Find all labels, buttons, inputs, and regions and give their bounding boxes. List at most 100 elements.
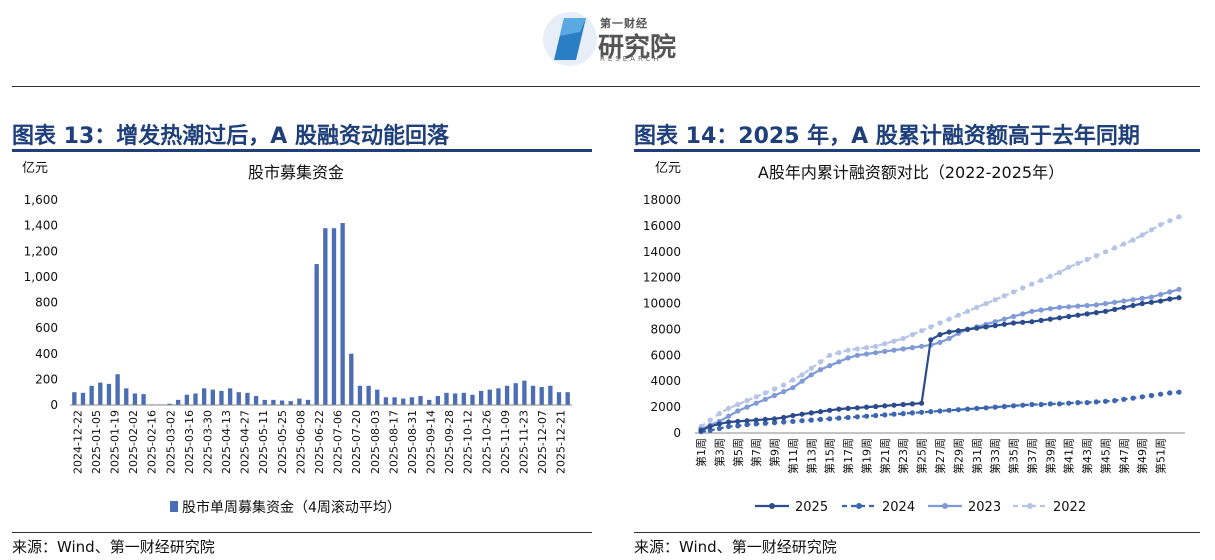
x-tick-label: 2025-07-06 [332, 410, 345, 474]
x-tick-label: 2025-10-12 [462, 410, 475, 474]
chart-title: A股年内累计融资额对比（2022-2025年） [758, 163, 1064, 182]
data-point-2023 [1158, 291, 1164, 298]
data-point-2022 [992, 297, 998, 303]
bar [470, 394, 475, 405]
data-point-2023 [1139, 295, 1145, 301]
data-point-2024 [992, 404, 998, 410]
figure-14-source: 来源：Wind、第一财经研究院 [634, 538, 837, 556]
bar [253, 396, 259, 405]
x-tick-label: 第11周 [786, 438, 800, 474]
x-tick-label: 第21周 [878, 438, 892, 474]
data-point-2024 [808, 417, 814, 423]
data-point-2022 [1075, 260, 1081, 266]
data-point-2025 [836, 406, 842, 412]
x-tick-label: 2025-11-23 [518, 410, 531, 474]
bar [409, 397, 415, 405]
bar [106, 383, 112, 405]
bar-chart-fundraising: 股市募集资金 亿元 0 200 400 600 800 1,000 1,200 1,400 1,60… [22, 161, 572, 516]
data-point-2022 [1112, 245, 1118, 251]
figure-13-title: 图表 13：增发热潮过后，A 股融资动能回落 [12, 124, 449, 149]
data-point-2023 [1102, 301, 1109, 307]
x-tick-label: 第41周 [1062, 438, 1076, 474]
bar [271, 399, 276, 405]
data-point-2023 [1038, 307, 1044, 313]
bar [548, 385, 553, 405]
data-point-2022 [716, 411, 722, 417]
legend-marker-2022 [1027, 503, 1033, 509]
data-point-2022 [1176, 214, 1182, 220]
bar [124, 388, 129, 405]
data-point-2025 [955, 328, 961, 334]
x-tick-label: 2025-08-03 [369, 410, 382, 474]
bar [401, 398, 406, 405]
legend-marker-2023 [942, 503, 948, 509]
bar [245, 392, 250, 405]
x-tick-label: 第49周 [1135, 438, 1149, 474]
legend-label: 2024 [882, 500, 915, 515]
data-point-2025 [808, 410, 814, 416]
x-tick-label: 2025-01-19 [108, 410, 121, 474]
data-point-2023 [992, 319, 998, 325]
bar [539, 387, 544, 405]
data-point-2024 [845, 414, 851, 421]
data-point-2024 [799, 418, 805, 424]
bar [305, 399, 311, 405]
data-point-2023 [854, 352, 860, 358]
data-point-2023 [909, 345, 915, 351]
bar [418, 396, 423, 405]
logo-en-text: RESEARCH [600, 55, 662, 63]
data-point-2023 [900, 346, 906, 352]
x-tick-label: 2025-04-27 [239, 410, 252, 474]
data-point-2024 [827, 416, 833, 422]
data-point-2022 [1056, 269, 1063, 276]
x-tick-label: 第7周 [749, 438, 763, 467]
data-point-2024 [836, 415, 842, 421]
data-point-2024 [1029, 401, 1035, 408]
data-point-2024 [1047, 401, 1053, 407]
data-point-2024 [1066, 400, 1072, 406]
data-point-2022 [1010, 289, 1017, 295]
data-point-2024 [744, 422, 750, 428]
x-tick-label: 第19周 [859, 438, 873, 474]
data-point-2023 [726, 413, 732, 419]
data-point-2022 [1038, 277, 1044, 283]
data-point-2022 [1121, 241, 1127, 247]
data-point-2022 [1084, 256, 1090, 263]
bar [219, 390, 224, 405]
data-point-2022 [762, 390, 768, 396]
y-tick-label: 4000 [650, 374, 681, 388]
data-point-2024 [1130, 395, 1136, 401]
y-tick-label: 0 [50, 398, 58, 412]
data-point-2023 [1066, 304, 1072, 310]
data-point-2023 [946, 335, 952, 342]
data-point-2024 [735, 423, 741, 429]
bar [236, 392, 241, 405]
data-point-2022 [1001, 293, 1007, 299]
data-point-2023 [891, 347, 897, 353]
data-point-2025 [854, 405, 860, 411]
bar [98, 382, 103, 405]
data-point-2025 [1176, 295, 1182, 301]
data-point-2022 [900, 335, 906, 342]
bar [392, 397, 397, 405]
data-point-2023 [882, 348, 888, 354]
bar [262, 399, 267, 405]
data-point-2022 [1167, 218, 1173, 224]
legend-label: 2022 [1053, 500, 1086, 515]
data-point-2022 [1148, 227, 1154, 233]
bar [176, 399, 181, 405]
x-tick-label: 第33周 [988, 438, 1002, 474]
data-point-2024 [900, 411, 906, 417]
data-point-2022 [955, 312, 961, 318]
x-tick-label: 2025-02-02 [127, 410, 140, 474]
data-point-2024 [873, 412, 879, 419]
figure-14-title: 图表 14：2025 年，A 股累计融资额高于去年同期 [634, 124, 1140, 149]
data-point-2024 [790, 418, 796, 424]
data-point-2024 [1001, 403, 1007, 410]
data-point-2025 [1020, 319, 1026, 325]
x-tick-label: 2025-02-16 [146, 410, 159, 474]
data-point-2024 [1158, 391, 1164, 397]
data-point-2022 [744, 398, 750, 404]
bar [349, 353, 354, 405]
data-point-2025 [735, 418, 741, 424]
